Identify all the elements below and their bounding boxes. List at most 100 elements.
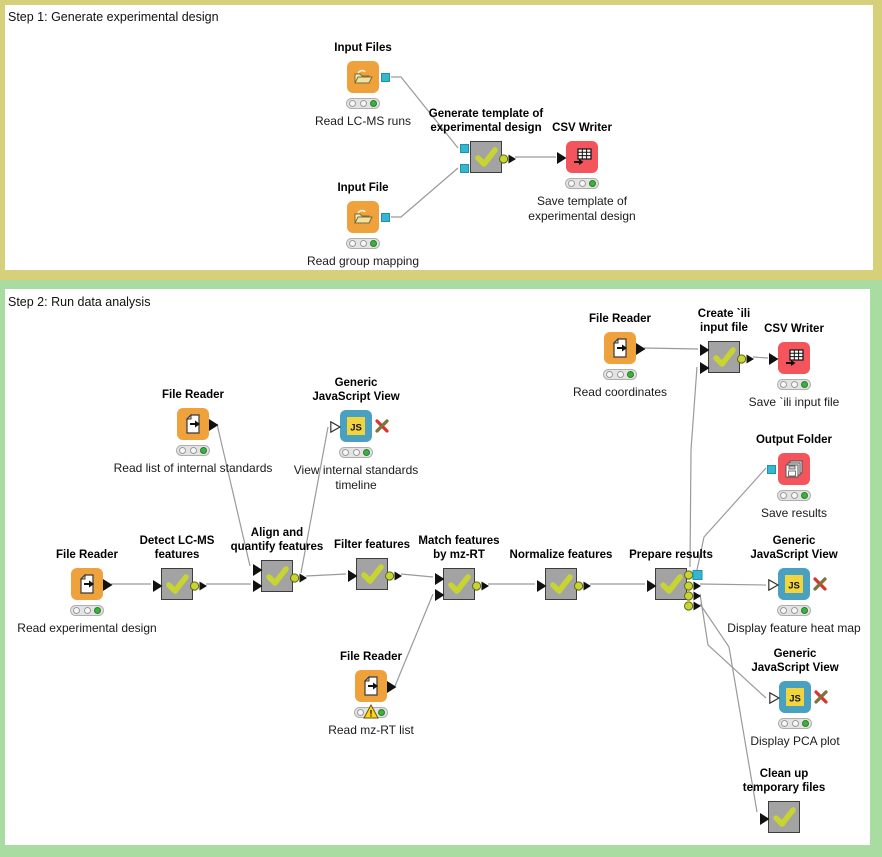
output-port[interactable]: [636, 342, 646, 355]
input-port[interactable]: [329, 420, 341, 434]
connection-input-files-to-generate-template[interactable]: [391, 76, 459, 149]
connection-align-quantify-features-to-filter-features[interactable]: [305, 573, 347, 577]
traffic-light-green: [778, 718, 812, 729]
output-port[interactable]: [683, 579, 703, 591]
node-label: Create `ili input file: [624, 308, 824, 335]
file-reader-mzrt-node[interactable]: [355, 670, 397, 702]
input-port[interactable]: [252, 579, 263, 592]
output-port[interactable]: [813, 577, 827, 591]
output-port[interactable]: [381, 212, 390, 222]
annotation-step1[interactable]: Step 1: Generate experimental design: [0, 0, 882, 280]
match-features-mzrt-node[interactable]: [434, 568, 489, 601]
output-port[interactable]: [683, 568, 703, 580]
js-view-pca-node[interactable]: JS: [768, 681, 828, 713]
annotation-step2[interactable]: Step 2: Run data analysis: [0, 280, 882, 857]
node-label: Generic JavaScript View: [694, 535, 882, 562]
input-port[interactable]: [768, 352, 779, 365]
input-port[interactable]: [699, 361, 710, 374]
input-port[interactable]: [646, 579, 657, 592]
output-port[interactable]: [683, 599, 703, 611]
cleanup-temp-files-node[interactable]: [759, 801, 800, 833]
js-icon: JS: [778, 568, 810, 600]
output-port[interactable]: [814, 690, 828, 704]
detect-lcms-features-node[interactable]: [152, 568, 207, 600]
input-port[interactable]: [699, 343, 710, 356]
output-port[interactable]: [103, 578, 113, 591]
node-label-line: input file: [700, 321, 748, 334]
output-port[interactable]: [189, 579, 209, 591]
output-port[interactable]: [573, 579, 593, 591]
filter-features-node[interactable]: [347, 558, 402, 590]
file-arrow-icon: [355, 670, 387, 702]
node-caption: Display PCA plot: [685, 734, 882, 749]
create-ili-input-file-node[interactable]: [699, 341, 754, 374]
file-reader-coordinates-node[interactable]: [604, 332, 646, 364]
traffic-bulb-off: [790, 492, 798, 499]
connection-create-ili-input-file-to-csv-writer-ili[interactable]: [752, 356, 769, 359]
node-label-line: Match features: [418, 535, 500, 547]
input-port[interactable]: [152, 579, 163, 592]
connection-file-reader-coordinates-to-create-ili-input-file[interactable]: [643, 347, 699, 350]
node-label-line: Generic: [772, 535, 816, 547]
output-port[interactable]: [387, 680, 397, 693]
connection-prepare-results-to-create-ili-input-file[interactable]: [689, 366, 698, 568]
connection-filter-features-to-match-features-mzrt[interactable]: [400, 573, 434, 578]
node-label-line: by mz-RT: [433, 548, 485, 561]
input-port[interactable]: [434, 572, 445, 585]
node-caption: Read LC-MS runs: [253, 114, 473, 129]
checkmark-icon: [769, 802, 799, 832]
output-port[interactable]: [209, 418, 219, 431]
output-port[interactable]: [289, 571, 309, 583]
connection-align-quantify-features-to-js-view-timeline[interactable]: [300, 426, 329, 574]
input-port[interactable]: [434, 588, 445, 601]
output-port[interactable]: [471, 579, 491, 591]
node-label: File Reader: [93, 389, 293, 403]
output-folder-node[interactable]: [767, 453, 810, 485]
node-label-line: Generic: [773, 648, 817, 660]
output-port[interactable]: [381, 72, 390, 82]
connection-file-reader-standards-to-align-quantify-features[interactable]: [216, 423, 251, 567]
js-view-heatmap-node[interactable]: JS: [767, 568, 827, 600]
input-port[interactable]: [536, 579, 547, 592]
csv-writer-ili-node[interactable]: [768, 342, 810, 374]
file-reader-exp-design-node[interactable]: [71, 568, 113, 600]
connection-input-file-to-generate-template[interactable]: [391, 167, 459, 218]
file-reader-standards-node[interactable]: [177, 408, 219, 440]
input-file-node[interactable]: [347, 201, 390, 233]
connection-prepare-results-to-output-folder[interactable]: [696, 467, 767, 571]
input-port[interactable]: [460, 143, 469, 153]
output-port[interactable]: [736, 352, 756, 364]
input-port[interactable]: [767, 464, 776, 474]
node-caption: Save results: [684, 506, 882, 521]
connection-prepare-results-to-cleanup-temp-files[interactable]: [699, 603, 758, 813]
input-port[interactable]: [460, 163, 469, 173]
normalize-features-node[interactable]: [536, 568, 591, 600]
output-port[interactable]: [683, 589, 703, 601]
input-port[interactable]: [556, 151, 567, 164]
traffic-bulb-green: [200, 447, 207, 454]
prepare-results-node[interactable]: [646, 568, 702, 611]
traffic-bulb-off: [179, 447, 186, 454]
input-port[interactable]: [768, 691, 780, 705]
input-port[interactable]: [759, 812, 770, 825]
traffic-bulb-green: [801, 492, 808, 499]
connection-prepare-results-to-js-view-heatmap[interactable]: [699, 583, 767, 586]
input-port[interactable]: [252, 563, 263, 576]
traffic-bulb-off: [189, 447, 197, 454]
input-files-node[interactable]: [347, 61, 390, 93]
output-port[interactable]: [498, 152, 518, 164]
input-port[interactable]: [767, 578, 779, 592]
generate-template-node[interactable]: [460, 141, 516, 173]
connection-file-reader-mzrt-to-match-features-mzrt[interactable]: [394, 593, 434, 687]
output-port[interactable]: [384, 569, 404, 581]
input-port[interactable]: [347, 569, 358, 582]
connection-prepare-results-to-js-view-pca[interactable]: [699, 593, 767, 699]
traffic-bulb-off: [349, 240, 356, 247]
align-quantify-features-node[interactable]: [252, 560, 307, 592]
node-caption-line: Read LC-MS runs: [314, 114, 412, 128]
node-label-line: Input File: [337, 181, 389, 194]
csv-writer-template-node[interactable]: [556, 141, 598, 173]
output-port[interactable]: [375, 419, 389, 433]
traffic-bulb-green: [378, 709, 385, 716]
js-view-timeline-node[interactable]: JS: [329, 410, 389, 442]
